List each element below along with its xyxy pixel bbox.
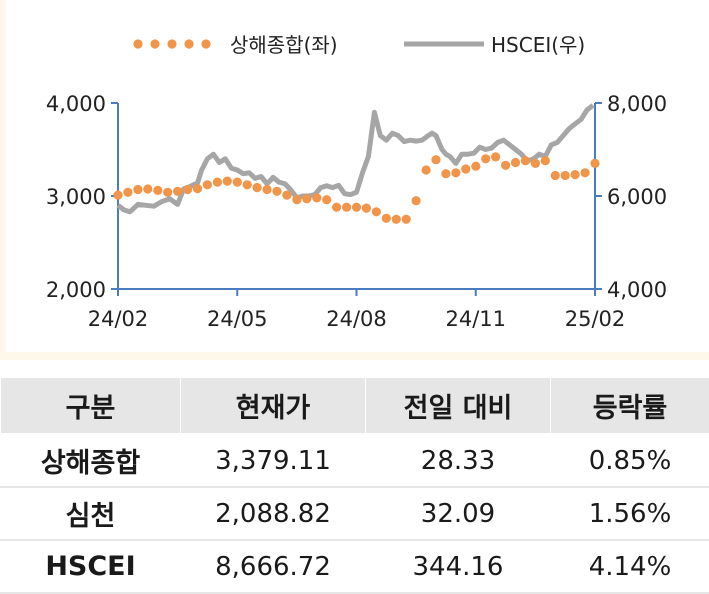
data-point-shanghai [451,168,460,177]
index-table: 구분 현재가 전일 대비 등락률 상해종합 3,379.11 28.33 0.8… [0,378,709,589]
line-chart: 4,000 3,000 2,000 8,000 6,000 4,000 24/02 24/05… [6,0,709,352]
data-point-shanghai [531,159,540,168]
y-left-tick-label: 2,000 [46,278,106,302]
data-point-shanghai [402,215,411,224]
change-value: 344.16 [366,540,551,593]
y-right-tick-label: 6,000 [607,185,667,209]
data-point-shanghai [153,186,162,195]
x-tick-label: 24/08 [326,307,387,331]
table-row: HSCEI 8,666.72 344.16 4.14% [1,540,709,593]
x-tick-label: 24/11 [445,307,506,331]
current-price: 2,088.82 [181,487,366,540]
data-point-shanghai [412,196,421,205]
change-rate: 1.56% [551,487,709,540]
data-point-shanghai [471,162,480,171]
y-left-tick-label: 4,000 [46,92,106,116]
data-point-shanghai [173,187,182,196]
data-point-shanghai [292,195,301,204]
data-point-shanghai [541,156,550,165]
data-point-shanghai [441,169,450,178]
chart-area: 4,000 3,000 2,000 8,000 6,000 4,000 24/02 24/05… [6,0,709,352]
data-point-shanghai [332,203,341,212]
index-name: 심천 [1,487,181,540]
data-point-shanghai [203,180,212,189]
x-tick-label: 25/02 [565,307,626,331]
data-point-shanghai [581,168,590,177]
data-point-shanghai [193,184,202,193]
table-row: 심천 2,088.82 32.09 1.56% [1,487,709,540]
data-point-shanghai [372,207,381,216]
data-point-shanghai [113,191,122,200]
table-row: 상해종합 3,379.11 28.33 0.85% [1,434,709,487]
column-header: 구분 [1,378,181,434]
current-price: 3,379.11 [181,434,366,487]
data-point-shanghai [123,188,132,197]
data-point-shanghai [561,171,570,180]
data-point-shanghai [431,155,440,164]
change-value: 28.33 [366,434,551,487]
change-rate: 4.14% [551,540,709,593]
legend-label-shanghai: 상해종합(좌) [230,33,338,57]
legend-marker-shanghai [133,39,142,48]
change-rate: 0.85% [551,434,709,487]
data-point-shanghai [511,158,520,167]
data-point-shanghai [491,152,500,161]
data-point-shanghai [223,177,232,186]
data-point-shanghai [342,203,351,212]
legend-label-hscei: HSCEI(우) [491,33,585,57]
column-header: 현재가 [181,378,366,434]
data-point-shanghai [253,183,262,192]
data-point-shanghai [143,184,152,193]
table-header-row: 구분 현재가 전일 대비 등락률 [1,378,709,434]
legend-marker-shanghai [167,39,176,48]
y-left-tick-label: 3,000 [46,185,106,209]
data-point-shanghai [392,215,401,224]
data-point-shanghai [382,214,391,223]
data-point-shanghai [352,203,361,212]
chart-panel: 4,000 3,000 2,000 8,000 6,000 4,000 24/02 24/05… [0,0,709,360]
data-point-shanghai [243,180,252,189]
data-point-shanghai [481,154,490,163]
data-point-shanghai [362,204,371,213]
data-point-shanghai [551,171,560,180]
current-price: 8,666.72 [181,540,366,593]
data-point-shanghai [183,185,192,194]
data-point-shanghai [461,164,470,173]
data-point-shanghai [312,193,321,202]
column-header: 전일 대비 [366,378,551,434]
y-right-tick-label: 8,000 [607,92,667,116]
legend-marker-shanghai [184,39,193,48]
change-value: 32.09 [366,487,551,540]
data-point-shanghai [163,188,172,197]
x-tick-label: 24/05 [207,307,268,331]
data-point-shanghai [590,159,599,168]
data-point-shanghai [213,178,222,187]
data-point-shanghai [302,194,311,203]
data-point-shanghai [263,185,272,194]
x-tick-label: 24/02 [88,307,149,331]
data-point-shanghai [422,165,431,174]
data-point-shanghai [571,170,580,179]
data-point-shanghai [282,191,291,200]
index-name: HSCEI [1,540,181,593]
y-right-tick-label: 4,000 [607,278,667,302]
data-point-shanghai [322,195,331,204]
index-name: 상해종합 [1,434,181,487]
data-point-shanghai [521,156,530,165]
data-point-shanghai [501,161,510,170]
legend-marker-shanghai [201,39,210,48]
data-point-shanghai [272,187,281,196]
column-header: 등락률 [551,378,709,434]
data-point-shanghai [233,178,242,187]
data-point-shanghai [133,185,142,194]
legend-marker-shanghai [150,39,159,48]
